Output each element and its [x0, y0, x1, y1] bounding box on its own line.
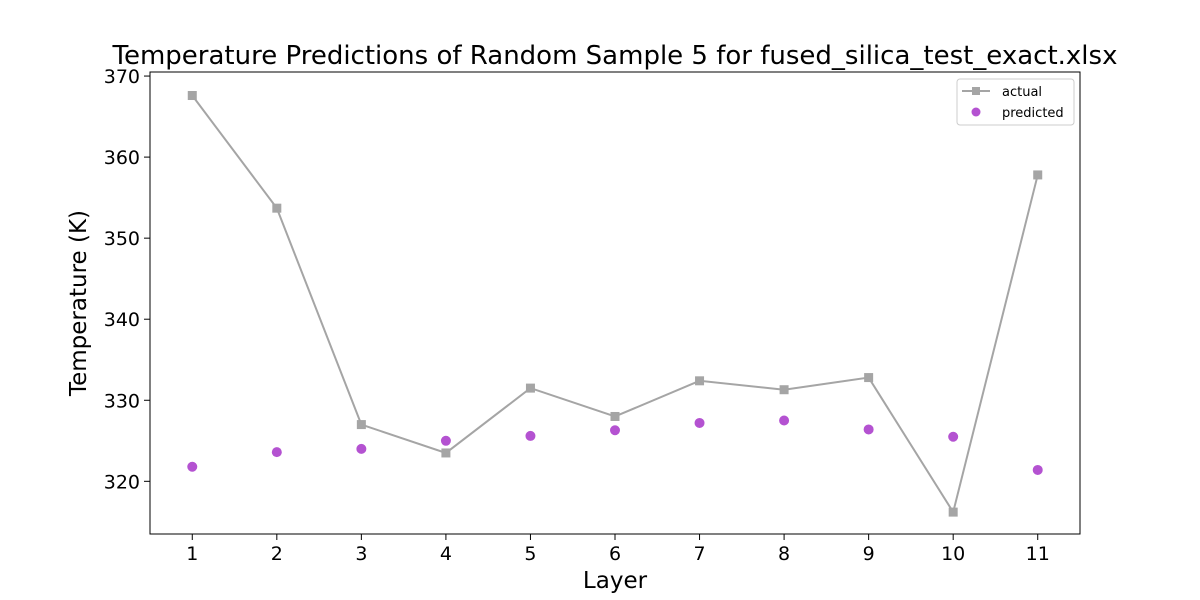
- x-axis: 1 2 3 4 5 6 7 8 9 10 11: [186, 534, 1050, 565]
- y-tick-label: 340: [104, 309, 140, 331]
- chart-title: Temperature Predictions of Random Sample…: [112, 41, 1118, 71]
- x-axis-label: Layer: [583, 568, 648, 594]
- y-tick-label: 350: [104, 228, 140, 250]
- actual-point: [187, 91, 197, 101]
- actual-point: [779, 385, 789, 395]
- y-tick-label: 330: [104, 390, 140, 412]
- predicted-point: [948, 431, 959, 442]
- actual-point: [695, 376, 705, 386]
- predicted-point: [694, 417, 705, 428]
- actual-point: [441, 448, 451, 458]
- legend-predicted-marker: [971, 107, 981, 117]
- x-tick-label: 4: [440, 543, 452, 565]
- predicted-point: [440, 435, 451, 446]
- y-tick-label: 320: [104, 471, 140, 493]
- actual-point: [356, 420, 366, 430]
- actual-point: [272, 203, 282, 213]
- actual-point: [610, 411, 620, 421]
- x-tick-label: 9: [863, 543, 875, 565]
- x-tick-label: 1: [186, 543, 198, 565]
- actual-point: [864, 373, 874, 383]
- x-tick-label: 7: [693, 543, 705, 565]
- predicted-point: [356, 443, 367, 454]
- predicted-point: [779, 415, 790, 426]
- y-axis: 320 330 340 350 360 370: [104, 66, 150, 493]
- legend-actual-marker: [972, 87, 980, 95]
- y-tick-label: 370: [104, 66, 140, 88]
- x-tick-label: 10: [941, 543, 965, 565]
- series-layer: [187, 91, 1043, 517]
- predicted-point: [610, 425, 620, 436]
- x-tick-label: 5: [524, 543, 536, 565]
- x-tick-label: 11: [1026, 543, 1050, 565]
- actual-point: [948, 507, 958, 517]
- predicted-point: [525, 430, 536, 441]
- x-tick-label: 2: [271, 543, 283, 565]
- legend: actual predicted: [956, 78, 1075, 126]
- actual-point: [525, 383, 535, 393]
- x-tick-label: 6: [609, 543, 621, 565]
- predicted-point: [1032, 464, 1043, 475]
- legend-predicted-label: predicted: [1002, 106, 1064, 121]
- x-tick-label: 8: [778, 543, 790, 565]
- plot-area: [149, 71, 1081, 535]
- x-tick-label: 3: [355, 543, 367, 565]
- y-axis-label: Temperature (K): [66, 210, 92, 397]
- actual-point: [1033, 170, 1043, 180]
- legend-actual-label: actual: [1002, 85, 1042, 100]
- y-tick-label: 360: [104, 147, 140, 169]
- predicted-point: [271, 447, 282, 458]
- predicted-point: [863, 424, 874, 435]
- predicted-point: [187, 461, 198, 472]
